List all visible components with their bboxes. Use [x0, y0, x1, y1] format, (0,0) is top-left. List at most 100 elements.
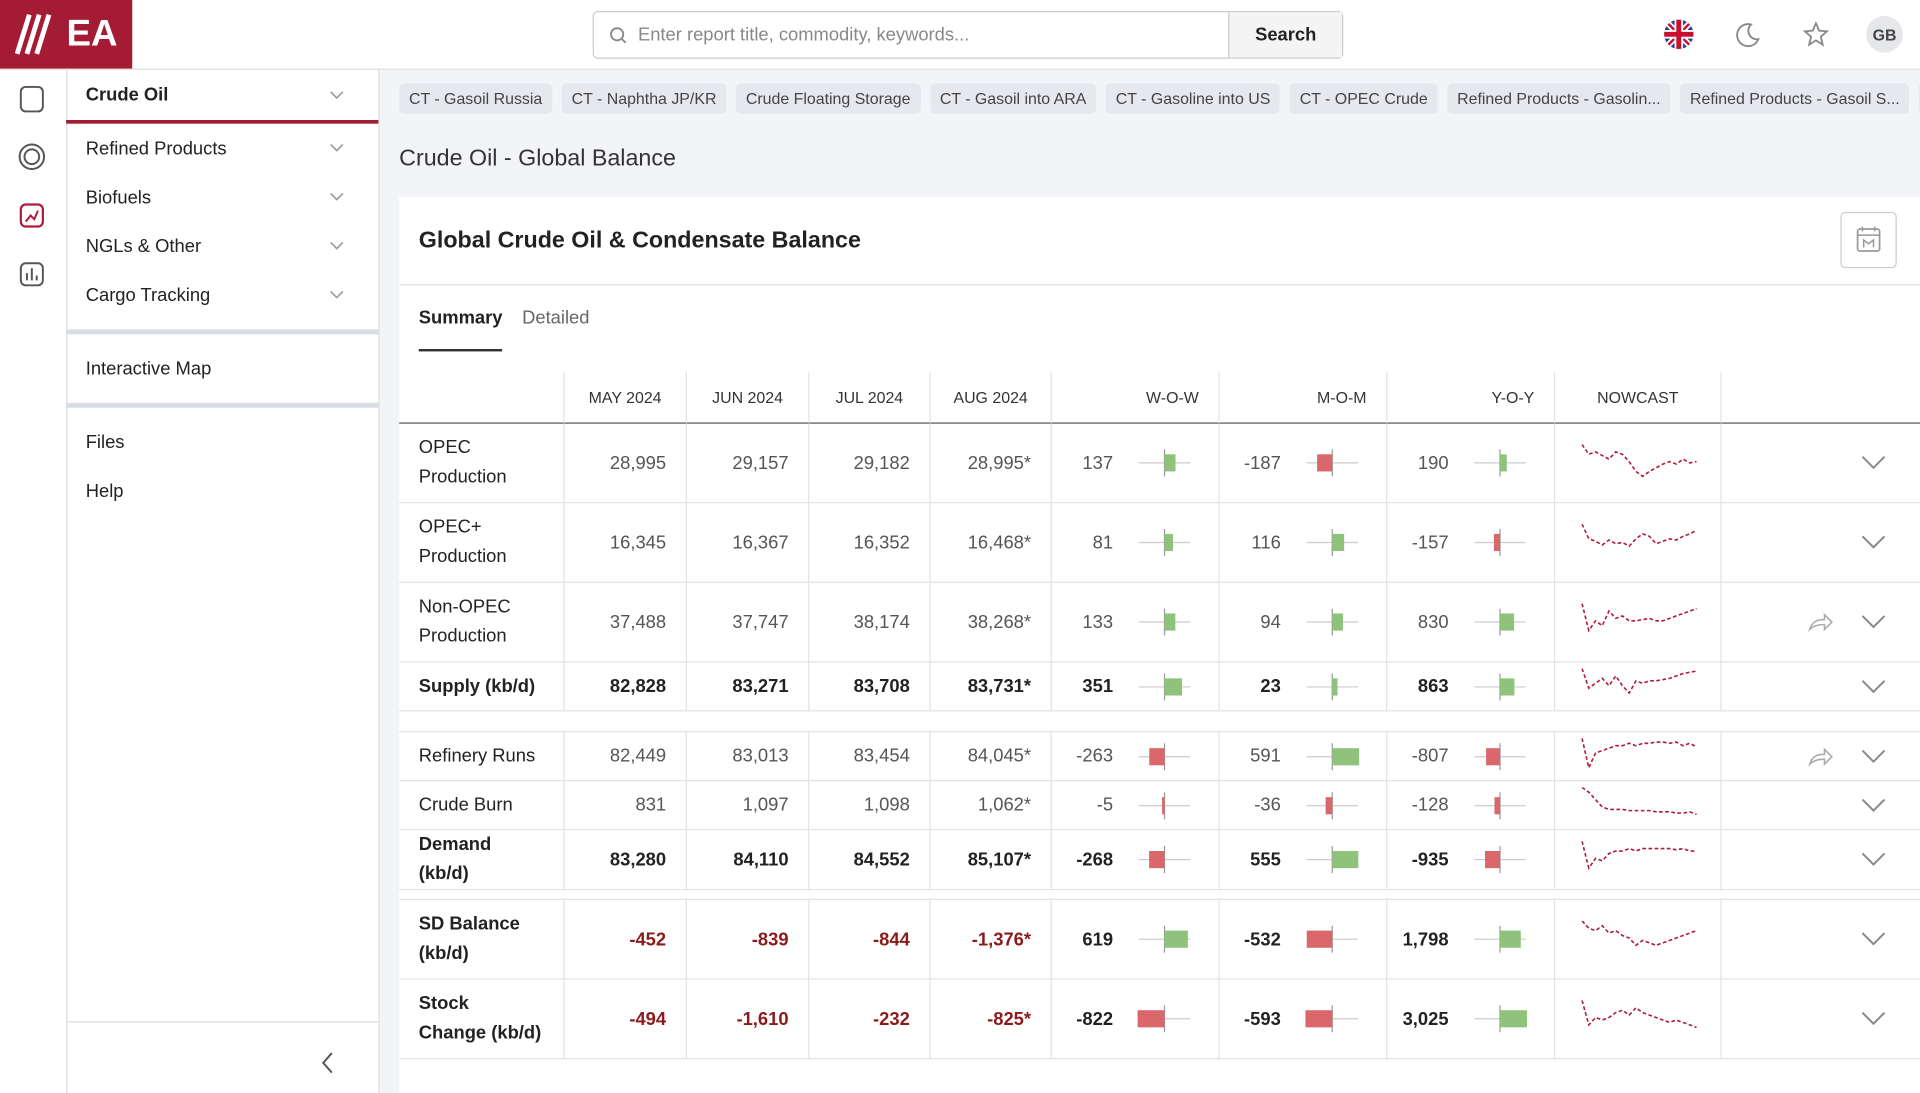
row-label-cell: Stock Change (kb/d)	[399, 979, 565, 1060]
sidebar-item[interactable]: Files	[66, 418, 378, 467]
sidebar-item[interactable]: Crude Oil	[66, 70, 379, 124]
chip[interactable]: Crude Floating Storage	[736, 83, 921, 114]
value-cell: 38,174	[809, 582, 931, 663]
change-cell: 591	[1219, 732, 1388, 782]
expand-button[interactable]	[1861, 852, 1886, 867]
value-cell: 29,182	[809, 423, 931, 504]
expand-button[interactable]	[1861, 679, 1886, 694]
change-cell: -532	[1219, 900, 1388, 980]
change-bar-chart	[1474, 846, 1526, 874]
expand-button[interactable]	[1861, 749, 1886, 764]
chevron-path	[330, 90, 344, 99]
sidebar-label: Cargo Tracking	[85, 284, 211, 306]
change-cell: 351	[1051, 662, 1220, 712]
value-cell: 83,271	[686, 662, 810, 712]
change-cell: -935	[1387, 830, 1556, 891]
chip[interactable]: CT - Naphtha JP/KR	[561, 83, 727, 114]
value-cell: 82,449	[564, 732, 687, 782]
calendar-button[interactable]	[1840, 211, 1897, 269]
sidebar-item[interactable]: Cargo Tracking	[66, 271, 378, 320]
sidebar-label: Interactive Map	[85, 358, 212, 379]
chevron	[330, 143, 344, 152]
collapse-button[interactable]	[321, 1051, 336, 1075]
row-label-cell: OPEC Production	[399, 423, 565, 504]
change-value: 190	[1417, 452, 1449, 474]
change-bar-chart	[1138, 846, 1191, 874]
sidebar-item[interactable]: Refined Products	[66, 124, 378, 173]
change-value: 351	[1082, 675, 1114, 697]
change-bar	[1332, 677, 1338, 695]
chip[interactable]: CT - Gasoil into ARA	[930, 83, 1097, 114]
share-button[interactable]	[1807, 746, 1834, 766]
language-flag[interactable]	[1664, 19, 1694, 49]
icon-rail	[0, 69, 68, 1093]
chip[interactable]: Refined Products - Gasolin...	[1447, 83, 1671, 114]
expand-icon	[1861, 932, 1886, 946]
expand-button[interactable]	[1861, 615, 1886, 630]
theme-toggle[interactable]	[1734, 21, 1761, 48]
change-bar-chart	[1306, 846, 1359, 874]
expand-button[interactable]	[1861, 456, 1886, 471]
change-cell: 830	[1387, 582, 1556, 663]
header-cell	[1721, 372, 1920, 424]
change-value: 863	[1417, 675, 1449, 697]
dashboard-icon[interactable]	[19, 262, 44, 287]
value-cell: 16,345	[564, 503, 687, 583]
value-cell: -844	[809, 900, 931, 980]
change-bar-chart	[1138, 449, 1191, 477]
change-bar-chart	[1306, 608, 1358, 636]
reports-icon[interactable]	[19, 85, 44, 113]
change-bar	[1494, 796, 1500, 814]
value-cell: 28,995	[564, 423, 687, 504]
expand-button[interactable]	[1861, 1011, 1886, 1026]
expand-button[interactable]	[1861, 798, 1886, 813]
actions-cell	[1721, 583, 1920, 663]
value-cell: 83,280	[564, 830, 687, 891]
chip[interactable]: CT - Gasoil Russia	[399, 83, 553, 114]
search-input[interactable]: Enter report title, commodity, keywords.…	[637, 24, 970, 46]
change-bar-chart	[1138, 528, 1191, 556]
row-label-cell: Supply (kb/d)	[399, 662, 565, 712]
chip[interactable]: CT - OPEC Crude	[1289, 83, 1438, 114]
change-cell: 3,025	[1387, 979, 1556, 1060]
chevron	[330, 192, 344, 201]
favorites[interactable]	[1802, 20, 1830, 48]
sidebar-item[interactable]: NGLs & Other	[66, 222, 378, 271]
chip[interactable]: CT - Gasoline into US	[1106, 83, 1281, 114]
charts-icon[interactable]	[19, 203, 44, 228]
value-cell: 83,454	[809, 732, 931, 782]
change-bar-chart	[1474, 449, 1526, 477]
tab[interactable]: Summary	[418, 307, 503, 352]
sidebar-item[interactable]: Interactive Map	[66, 344, 378, 393]
nowcast-sparkline	[1580, 841, 1696, 871]
change-value: 619	[1082, 928, 1114, 950]
share-button[interactable]	[1807, 612, 1834, 632]
change-bar-chart	[1306, 449, 1358, 477]
expand-button[interactable]	[1861, 932, 1886, 947]
value-cell: -494	[564, 979, 687, 1060]
page-title: Crude Oil - Global Balance	[399, 145, 676, 172]
value-cell: 38,268*	[930, 582, 1052, 663]
divider	[399, 284, 1920, 286]
change-cell: -36	[1219, 781, 1388, 831]
tab[interactable]: Detailed	[522, 307, 590, 329]
analysis-icon[interactable]	[18, 143, 46, 170]
row-gap	[399, 711, 1920, 733]
column-header: JUL 2024	[809, 372, 931, 424]
search-icon	[610, 27, 627, 44]
sidebar-item[interactable]: Biofuels	[66, 173, 378, 222]
chip[interactable]: Refined Products - Gasoil S...	[1680, 83, 1910, 114]
change-cell: -268	[1051, 830, 1220, 891]
value-cell: 1,062*	[930, 781, 1052, 831]
logo[interactable]: EA	[0, 0, 133, 69]
table-row: Supply (kb/d) 82,828 83,271 83,708 83,731* 35…	[399, 662, 1920, 712]
user-avatar[interactable]: GB	[1866, 15, 1903, 53]
sidebar: Crude Oil Refined Products Biofuels NGLs & …	[66, 69, 380, 1093]
row-label-cell: Non-OPEC Production	[399, 582, 565, 663]
expand-button[interactable]	[1861, 535, 1886, 550]
row-label: Supply (kb/d)	[418, 675, 536, 697]
search-button[interactable]: Search	[1228, 12, 1343, 58]
sidebar-item[interactable]: Help	[66, 467, 378, 516]
analysis-icon-inner	[23, 148, 41, 166]
table-row: Refinery Runs 82,449 83,013 83,454 84,045* -2…	[399, 732, 1920, 782]
